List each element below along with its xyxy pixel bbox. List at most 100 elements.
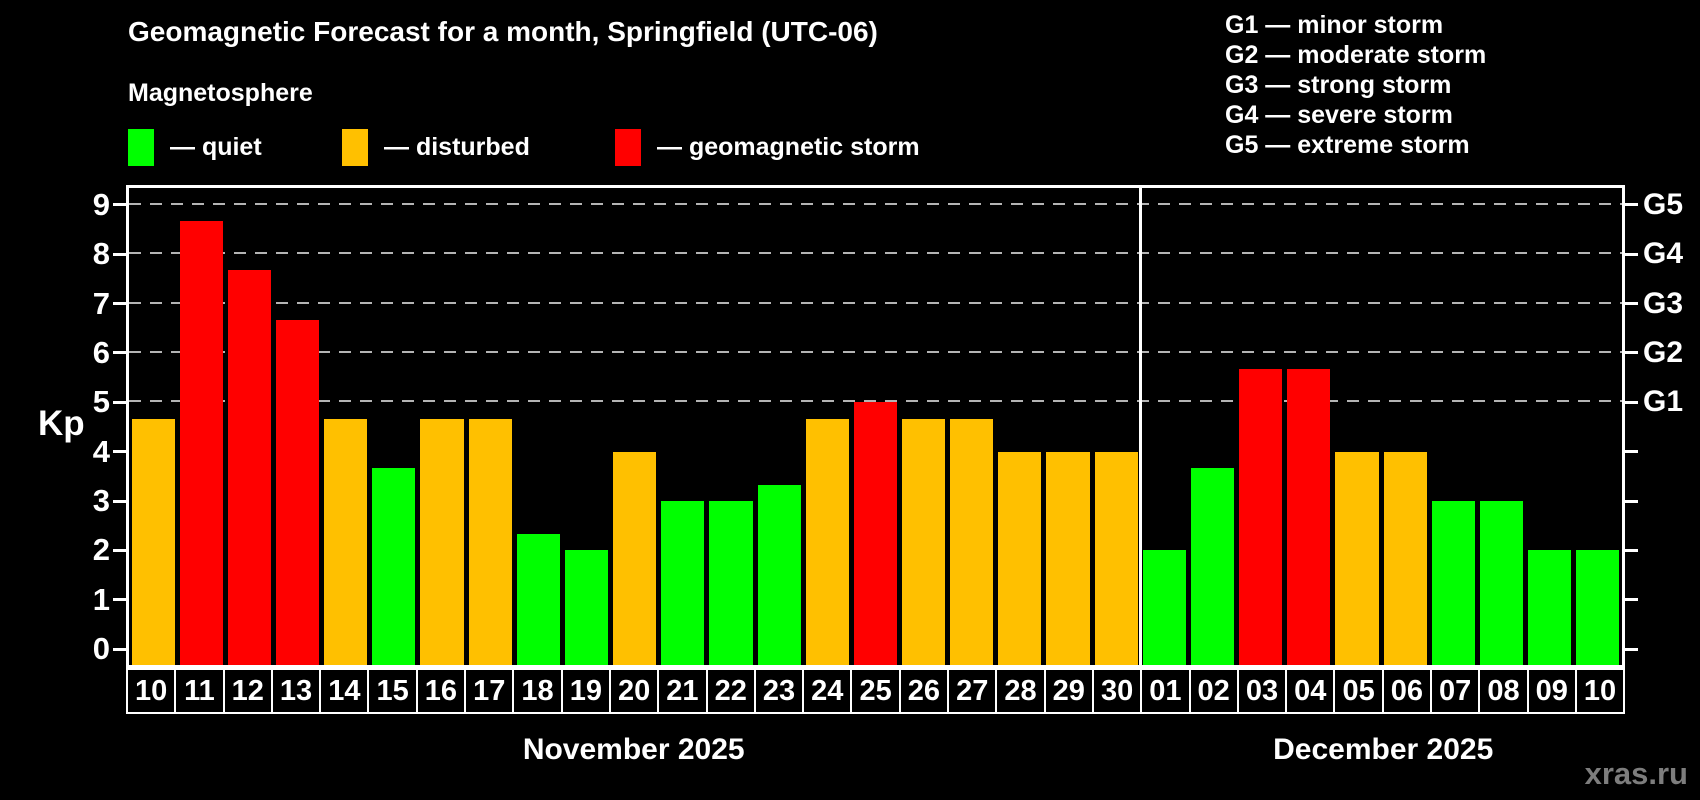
y-tick-label: 9 [92, 186, 110, 222]
kp-bar-quiet [564, 550, 609, 665]
bar-cell [851, 188, 899, 665]
bar-cell [1188, 188, 1236, 665]
bar-cell [1574, 188, 1622, 665]
bar-cell [659, 188, 707, 665]
bar-cell [1237, 188, 1285, 665]
date-cell: 30 [1091, 668, 1143, 714]
date-axis: 10 11 12 13 14 15 16 17 18 19 20 21 22 23 24 25 26 27 28 29… [126, 668, 1626, 714]
kp-bar-storm [179, 221, 223, 665]
date-cell: 13 [270, 668, 322, 714]
kp-bar-quiet [516, 534, 560, 665]
month-labels: November 2025 December 2025 [126, 733, 1625, 775]
g-scale-label-G3: G3 [1643, 286, 1684, 320]
legend-label-quiet: — quiet [170, 132, 262, 161]
bar-cell [562, 188, 610, 665]
kp-bar-storm [275, 319, 320, 665]
y-tick [113, 302, 126, 306]
kp-bar-disturbed [805, 418, 849, 665]
date-cell: 19 [560, 668, 611, 714]
kp-bar-storm [1239, 369, 1283, 665]
date-cell: 16 [415, 668, 467, 714]
date-cell: 08 [1478, 668, 1529, 714]
y-tick-label: 6 [92, 334, 110, 370]
kp-bar-quiet [1528, 550, 1572, 665]
date-cell: 01 [1140, 668, 1191, 714]
date-cell: 07 [1430, 668, 1481, 714]
watermark: xras.ru [1584, 756, 1688, 791]
date-cell: 27 [947, 668, 998, 714]
date-cell: 14 [319, 668, 370, 714]
bar-cell [611, 188, 659, 665]
y-tick-label: 3 [92, 483, 110, 519]
kp-bar-quiet [1576, 550, 1620, 665]
g4-legend-line: G4 — severe storm [1225, 101, 1453, 129]
date-cell: 02 [1188, 668, 1239, 714]
y-axis-right: G1 G2 G3 G4 G5 [1625, 185, 1700, 668]
disturbed-color-swatch [342, 128, 368, 166]
plot-area [129, 188, 1622, 665]
kp-bar-quiet [1142, 550, 1186, 665]
date-cell: 09 [1526, 668, 1577, 714]
date-cell: 26 [898, 668, 950, 714]
date-cell: 23 [753, 668, 805, 714]
y-tick-label: 1 [92, 581, 110, 617]
storm-color-swatch [615, 128, 641, 166]
y-tick-label: 8 [92, 236, 110, 272]
date-cell: 12 [222, 668, 273, 714]
kp-bar-disturbed [998, 451, 1042, 665]
y-tick [113, 499, 126, 503]
date-cell: 11 [174, 668, 225, 714]
y-axis-left: 0 1 2 3 4 5 6 7 8 9 [0, 185, 126, 668]
gridline-kp-7 [129, 301, 1622, 304]
kp-bar-disturbed [1335, 451, 1379, 665]
g-tick [1625, 302, 1638, 306]
g-tick [1625, 499, 1638, 503]
quiet-color-swatch [128, 128, 154, 166]
bar-cell [707, 188, 755, 665]
g-scale-legend: G1 — minor storm G2 — moderate storm G3 … [1225, 10, 1486, 160]
g-scale-label-G5: G5 [1643, 187, 1684, 221]
gridline-kp-8 [129, 252, 1622, 255]
kp-bar-disturbed [613, 451, 657, 665]
bar-cell [948, 188, 996, 665]
date-cell: 24 [802, 668, 853, 714]
kp-bar-quiet [709, 501, 753, 665]
chart-title: Geomagnetic Forecast for a month, Spring… [128, 16, 878, 47]
bar-cell [1477, 188, 1525, 665]
g5-legend-line: G5 — extreme storm [1225, 131, 1470, 159]
bar-cell [803, 188, 851, 665]
date-cell: 17 [464, 668, 515, 714]
month-label: November 2025 [522, 733, 745, 766]
kp-bar-storm [227, 270, 271, 665]
kp-bar-disturbed [131, 418, 175, 665]
kp-bar-disturbed [324, 418, 368, 665]
g-tick [1625, 450, 1638, 454]
kp-bar-disturbed [1046, 451, 1090, 665]
date-cell: 10 [1574, 668, 1626, 714]
bar-cell [1092, 188, 1140, 665]
y-tick-label: 7 [92, 285, 110, 321]
date-cell: 05 [1333, 668, 1384, 714]
date-cell: 04 [1285, 668, 1336, 714]
legend-item-disturbed: — disturbed [342, 127, 530, 167]
bar-cell [418, 188, 466, 665]
chart-subtitle: Magnetosphere [128, 79, 313, 107]
g1-legend-line: G1 — minor storm [1225, 11, 1444, 39]
y-tick-label: 4 [92, 433, 110, 469]
date-cell: 10 [126, 668, 177, 714]
y-tick [113, 252, 126, 256]
bar-cell [370, 188, 418, 665]
g-tick [1625, 400, 1638, 404]
legend-label-disturbed: — disturbed [384, 132, 530, 161]
kp-bar-storm [1287, 369, 1331, 665]
g-scale-label-G4: G4 [1643, 237, 1684, 271]
bar-cell [755, 188, 803, 665]
kp-bar-storm [853, 402, 897, 665]
kp-bar-disturbed [420, 418, 464, 665]
date-cell: 18 [512, 668, 563, 714]
kp-bar-quiet [757, 484, 801, 665]
y-tick [113, 400, 126, 404]
y-tick-label: 0 [92, 631, 110, 667]
bar-cell [1140, 188, 1188, 665]
